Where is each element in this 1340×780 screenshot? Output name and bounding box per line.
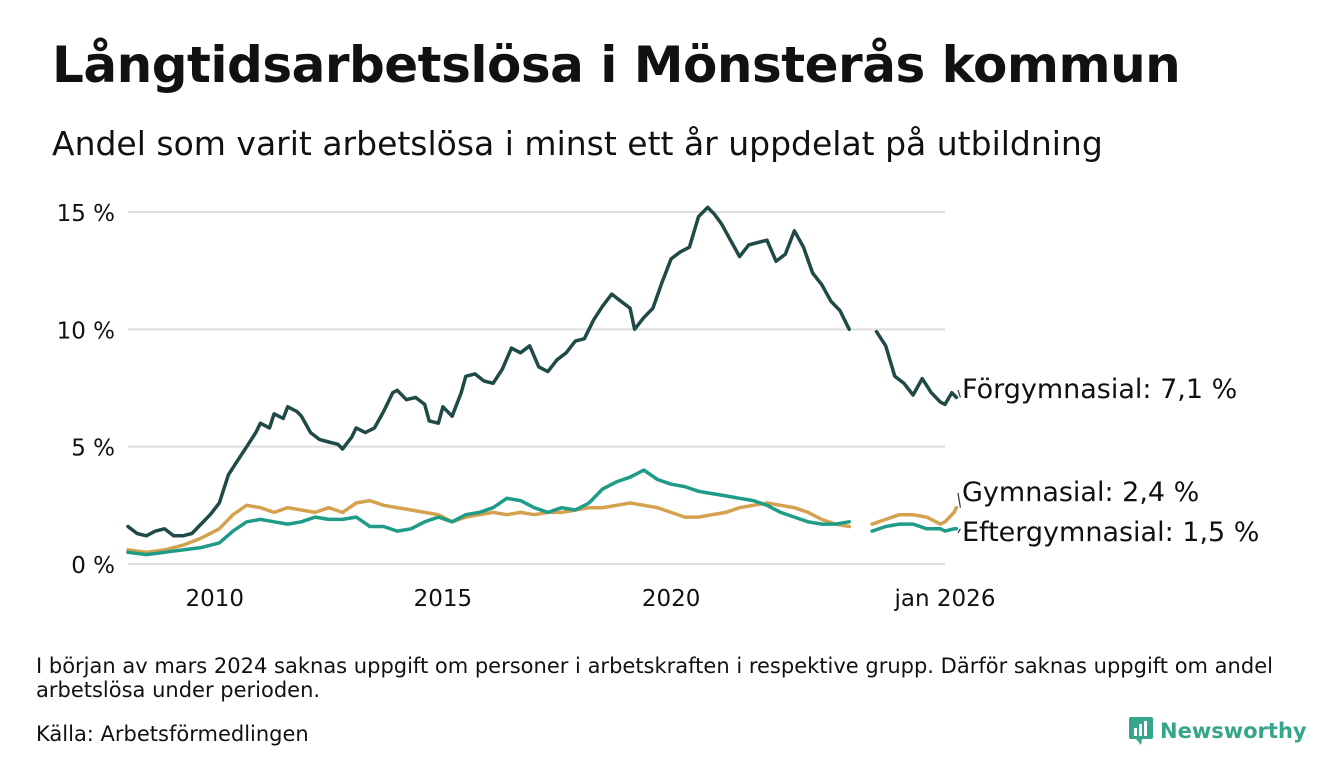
x-tick-label: 2010	[185, 586, 244, 612]
line-chart: 0 % 5 % 10 % 15 % 2010 2015 2020 jan 2026 Förg…	[57, 201, 1260, 612]
x-tick-label: 2015	[414, 586, 473, 612]
label-leader-line	[957, 389, 961, 398]
y-tick-label: 10 %	[57, 318, 115, 344]
chart-subtitle: Andel som varit arbetslösa i minst ett å…	[52, 124, 1103, 163]
label-leader-line	[957, 528, 961, 534]
x-tick-label: 2020	[642, 586, 701, 612]
series-line-gymnasial	[126, 498, 851, 555]
y-tick-label: 5 %	[71, 436, 115, 462]
footnote: I början av mars 2024 saknas uppgift om …	[36, 654, 1273, 702]
source-credit: Källa: Arbetsförmedlingen	[36, 722, 309, 746]
series-end-label-eftergymnasial: Eftergymnasial: 1,5 %	[962, 517, 1259, 548]
series-line-gymnasial	[870, 505, 959, 526]
x-tick-label: jan 2026	[894, 586, 996, 612]
series-end-label-forgymnasial: Förgymnasial: 7,1 %	[962, 374, 1237, 405]
series-line-eftergymnasial	[870, 522, 959, 533]
brand-name: Newsworthy	[1160, 719, 1307, 743]
newsworthy-logo-icon	[1129, 717, 1153, 745]
series-line-eftergymnasial	[126, 468, 851, 557]
gridlines	[128, 211, 945, 565]
label-leader-line	[957, 492, 962, 508]
y-axis: 0 % 5 % 10 % 15 %	[57, 201, 115, 579]
series-lines	[126, 205, 959, 557]
brand-logo[interactable]: Newsworthy	[1128, 716, 1307, 746]
y-tick-label: 15 %	[57, 201, 115, 227]
series-line-forgymnasial	[126, 205, 851, 538]
series-line-forgymnasial	[874, 329, 959, 407]
chart-title: Långtidsarbetslösa i Mönsterås kommun	[52, 36, 1181, 94]
y-tick-label: 0 %	[71, 553, 115, 579]
series-end-label-gymnasial: Gymnasial: 2,4 %	[962, 477, 1199, 508]
x-axis: 2010 2015 2020 jan 2026	[185, 586, 995, 612]
series-end-labels: Förgymnasial: 7,1 % Gymnasial: 2,4 % Efter…	[957, 374, 1259, 548]
